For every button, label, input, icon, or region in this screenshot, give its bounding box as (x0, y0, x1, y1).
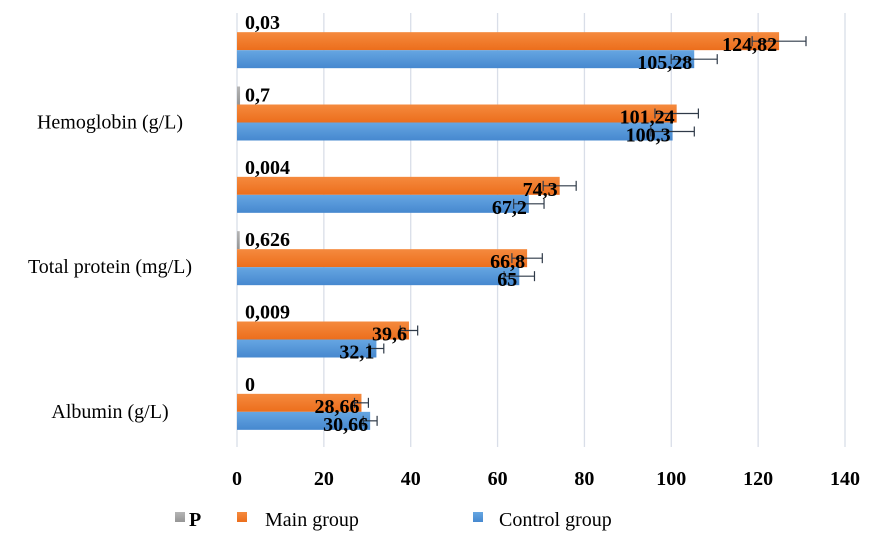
data-label-p: 0,03 (245, 12, 280, 34)
error-bar-main-group (353, 397, 370, 408)
legend-swatch-control-group (473, 512, 483, 522)
bar-main-group (237, 176, 560, 195)
error-bar-control-group (368, 343, 385, 354)
data-label-control-group: 105,28 (637, 52, 692, 74)
legend-label-main-group: Main group (265, 509, 359, 531)
legend-label-control-group: Control group (499, 509, 612, 531)
data-label-p: 0,626 (245, 229, 290, 251)
legend: P Main group Control group (175, 509, 612, 531)
x-tick-label: 60 (488, 468, 508, 490)
data-label-control-group: 32,1 (339, 342, 374, 364)
x-axis-ticks: 0 20 40 60 80 100 120 140 (232, 468, 860, 490)
category-label: Albumin (g/L) (51, 401, 168, 423)
data-label-main-group: 101,24 (620, 107, 675, 129)
bar-main-group (237, 393, 362, 412)
error-bar-control-group (362, 415, 378, 426)
data-label-p: 0,009 (245, 302, 290, 324)
error-bar-main-group (654, 108, 699, 119)
x-tick-label: 100 (656, 468, 686, 490)
category-labels: Albumin (g/L) Total protein (mg/L) Hemoglo… (28, 112, 192, 423)
bar-control-group (237, 411, 371, 430)
x-tick-label: 0 (232, 468, 242, 490)
data-label-control-group: 65 (497, 269, 517, 291)
bar-main-group (237, 32, 780, 51)
x-tick-label: 80 (574, 468, 594, 490)
data-label-control-group: 100,3 (626, 125, 671, 147)
data-label-p: 0,004 (245, 157, 290, 179)
error-bar-main-group (399, 325, 419, 336)
x-tick-label: 40 (401, 468, 421, 490)
legend-swatch-main-group (237, 512, 247, 522)
legend-item-main-group[interactable]: Main group (237, 509, 359, 531)
bar-main-group (237, 321, 409, 340)
bar-control-group (237, 50, 695, 69)
error-bar-control-group (503, 271, 536, 282)
category-label: Total protein (mg/L) (28, 256, 192, 278)
data-label-p: 0 (245, 374, 255, 396)
data-label-control-group: 67,2 (492, 197, 527, 219)
bar-control-group (237, 122, 673, 141)
legend-swatch-p (175, 512, 185, 522)
error-bar-main-group (542, 180, 577, 191)
bar-control-group (237, 339, 377, 358)
data-label-main-group: 124,82 (722, 34, 777, 56)
bars (237, 32, 780, 430)
data-label-main-group: 28,66 (314, 396, 359, 418)
x-tick-label: 20 (314, 468, 334, 490)
bar-control-group (237, 267, 520, 286)
bar-control-group (237, 194, 529, 213)
error-bar-main-group (511, 253, 543, 264)
legend-item-control-group[interactable]: Control group (473, 509, 612, 531)
bar-main-group (237, 104, 677, 123)
bar-p (237, 86, 241, 105)
data-label-p: 0,7 (245, 85, 270, 107)
error-bar-control-group (670, 54, 718, 65)
legend-item-p[interactable]: P (175, 509, 201, 531)
data-label-control-group: 30,66 (323, 414, 368, 436)
error-bar-main-group (751, 36, 807, 47)
error-bars (353, 36, 807, 426)
category-label: Hemoglobin (g/L) (37, 112, 183, 134)
x-tick-label: 120 (743, 468, 773, 490)
data-label-main-group: 74,3 (523, 179, 558, 201)
bar-p (237, 231, 240, 250)
bar-main-group (237, 249, 528, 268)
legend-label-p: P (189, 509, 201, 531)
gridlines (236, 13, 846, 447)
x-tick-label: 140 (830, 468, 860, 490)
error-bar-control-group (513, 198, 545, 209)
error-bar-control-group (650, 126, 695, 137)
data-label-main-group: 66,8 (490, 251, 525, 273)
data-label-main-group: 39,6 (372, 324, 407, 346)
